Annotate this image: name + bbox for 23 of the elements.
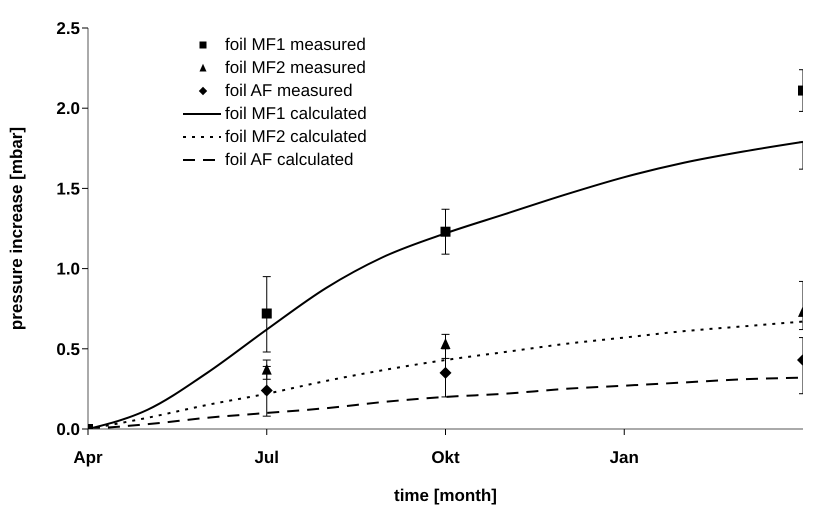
legend-label: foil AF calculated [225, 149, 354, 171]
point [260, 384, 273, 397]
x-tick-label: Apr [73, 448, 104, 467]
point [262, 308, 272, 319]
y-tick-label: 0.5 [56, 340, 80, 359]
y-tick-label: 2.5 [56, 19, 80, 38]
x-axis-title: time [month] [394, 486, 497, 505]
x-tick-label: Jan [610, 448, 639, 467]
y-tick-label: 0.0 [56, 420, 80, 440]
x-tick-label: Okt [431, 448, 460, 467]
legend-label: foil MF1 measured [225, 34, 366, 56]
point [440, 338, 450, 349]
legend-label: foil MF1 calculated [225, 103, 367, 125]
x-tick-label: Jul [254, 448, 280, 467]
point [440, 366, 452, 379]
y-tick-label: 2.0 [56, 99, 80, 118]
legend-label: foil AF measured [225, 80, 353, 102]
legend-label: foil MF2 calculated [225, 126, 367, 148]
legend-label: foil MF2 measured [225, 57, 366, 79]
point [440, 226, 450, 237]
y-axis-title: pressure increase [mbar] [7, 126, 26, 330]
y-tick-label: 1.0 [56, 260, 80, 279]
y-tick-label: 1.5 [56, 179, 80, 198]
